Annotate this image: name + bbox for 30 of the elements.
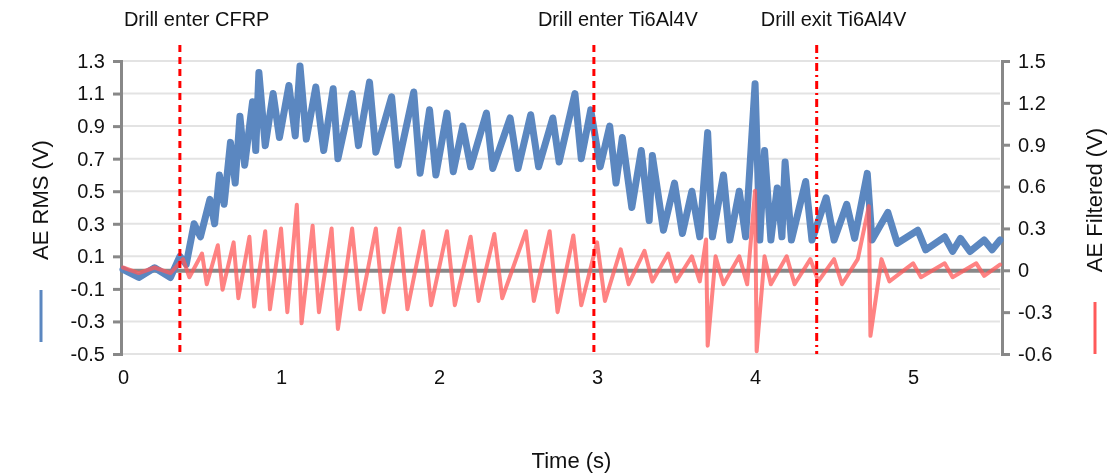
x-tick-label: 3 [591, 366, 604, 389]
y-tick-label: -0.5 [70, 342, 105, 365]
x-tick-label: 1 [275, 366, 288, 389]
y-axis-title: AE RMS (V) [28, 140, 53, 260]
y2-tick-label: -0.3 [1018, 301, 1053, 324]
y-tick-label: 0.7 [77, 147, 105, 170]
y-tick-label: 0.3 [77, 212, 105, 235]
y-tick-label: 0.5 [77, 180, 105, 203]
y2-tick-label: 0.3 [1018, 217, 1046, 240]
ref-line-label: Drill exit Ti6Al4V [760, 8, 907, 30]
y-tick-label: -0.3 [70, 310, 105, 333]
x-tick-label: 0 [117, 366, 130, 389]
y-tick-label: 0.9 [77, 115, 105, 138]
x-tick-label: 4 [750, 366, 762, 389]
y2-tick-label: 1.5 [1018, 49, 1046, 72]
y-tick-label: 1.1 [77, 82, 105, 105]
y2-tick-label: 1.2 [1018, 91, 1046, 114]
y-tick-label: 1.3 [77, 49, 105, 72]
ref-line-label: Drill enter Ti6Al4V [537, 8, 699, 30]
y2-tick-label: 0.6 [1018, 175, 1046, 198]
x-tick-label: 2 [433, 366, 446, 389]
x-axis-title: Time (s) [531, 448, 612, 473]
x-tick-label: 5 [908, 366, 920, 389]
y-tick-label: 0.1 [77, 245, 105, 268]
y2-tick-label: 0.9 [1018, 133, 1046, 156]
ref-line-label: Drill enter CFRP [123, 8, 270, 30]
y2-axis-title: AE Filtered (V) [1082, 127, 1107, 273]
y2-tick-label: -0.6 [1018, 342, 1053, 365]
y-tick-label: -0.1 [70, 277, 105, 300]
y2-tick-label: 0 [1018, 259, 1030, 282]
